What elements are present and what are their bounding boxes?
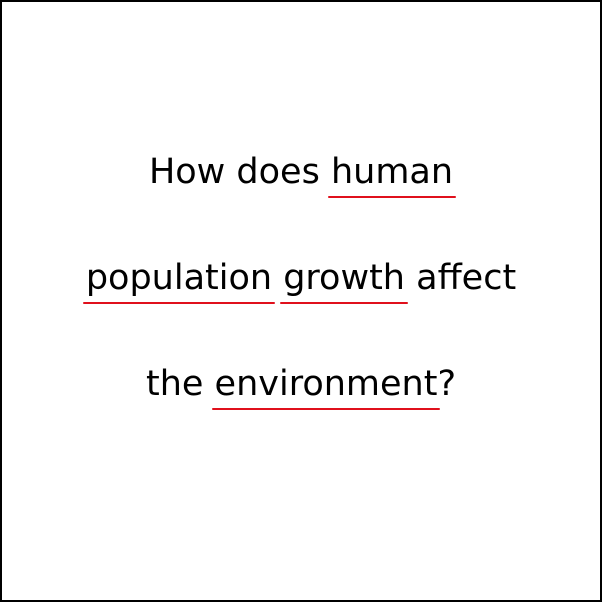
underlined-word-growth: growth	[280, 258, 408, 304]
text-run--: ?	[437, 364, 457, 404]
underlined-word-human: human	[327, 152, 457, 198]
red-underline	[327, 196, 457, 198]
red-underline	[280, 302, 408, 304]
text-run-affect: affect	[405, 258, 517, 298]
question-line-2: population growth affect	[2, 258, 600, 304]
text-run-the: the	[145, 364, 215, 404]
underlined-word-environment: environment	[211, 364, 441, 410]
text-run-how-does: How does	[148, 152, 331, 192]
red-underline	[211, 408, 441, 410]
text-run-space	[272, 258, 283, 298]
question-line-3: the environment?	[2, 364, 600, 410]
red-underline	[82, 302, 276, 304]
question-line-1: How does human	[2, 152, 600, 198]
underlined-word-population: population	[82, 258, 276, 304]
